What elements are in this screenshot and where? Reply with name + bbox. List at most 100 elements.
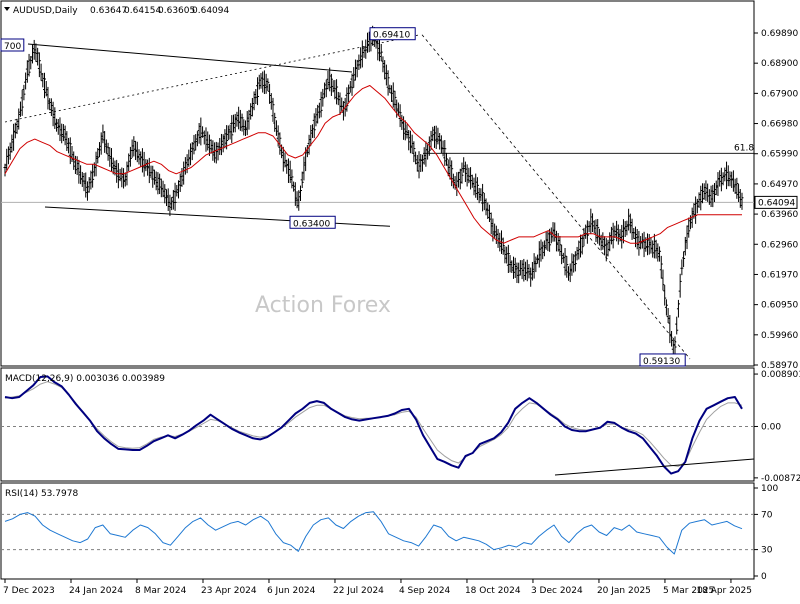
y-axis-layer: 0.69890 0.68900 0.67900 0.66980 0.65990 0.649… [754, 29, 800, 582]
ohlc-bar [266, 78, 270, 92]
ohlc-bar [386, 70, 390, 96]
rsi-title: RSI(14) 53.7978 [5, 489, 78, 499]
ohlc-bar [290, 169, 294, 189]
price-tick-label: 0.66980 [761, 120, 798, 130]
left-edge-price-label: 700 [0, 38, 25, 52]
macd-main-line [4, 375, 743, 475]
watermark: Action Forex [255, 293, 391, 318]
ohlc-bar [329, 73, 333, 96]
ohlc-bar [673, 336, 677, 356]
ohlc-bar [128, 146, 132, 167]
price-tick-label: 0.60950 [761, 301, 798, 311]
resistance-line [27, 43, 353, 73]
ohlc-bar [398, 104, 402, 128]
ohlc-bar [240, 113, 244, 132]
open-value: 0.63647 [90, 6, 127, 16]
price-tick-label: 0.67900 [761, 89, 798, 99]
macd-tick-label: 0.00 [761, 422, 781, 432]
ohlc-bar [596, 218, 600, 244]
ohlc-bar [680, 259, 684, 276]
ohlc-bar [347, 84, 351, 103]
rsi-tick-label: 30 [761, 546, 773, 556]
ohlc-bar [678, 273, 682, 298]
ohlc-bar [675, 316, 679, 335]
ohlc-bar [256, 77, 260, 106]
moving-average-line [4, 85, 742, 244]
ohlc-bar [91, 164, 95, 188]
rsi-panel-frame [0, 482, 755, 580]
rsi-tick-label: 100 [761, 484, 778, 494]
ohlc-bar [298, 185, 302, 202]
ohlc-bar [312, 113, 316, 139]
date-tick-label: 4 Sep 2024 [399, 586, 451, 596]
rising-trend-line [4, 34, 421, 123]
macd-tick-label: -0.008729 [761, 474, 800, 484]
ohlc-bar [20, 89, 24, 116]
ohlc-bar [37, 52, 41, 78]
ohlc-bar [22, 84, 26, 101]
fib-label: 61.8 [734, 143, 754, 153]
ohlc-bar [173, 182, 177, 211]
ohlc-bar [43, 72, 47, 99]
ohlc-bar [273, 112, 277, 132]
current-price-tag: 0.64094 [754, 195, 798, 209]
ohlc-bar [658, 246, 662, 262]
macd-divergence-line [554, 458, 755, 476]
date-tick-label: 20 Jan 2025 [597, 586, 651, 596]
price-tick-label: 0.59960 [761, 331, 798, 341]
date-tick-label: 3 Dec 2024 [531, 586, 583, 596]
price-tick-label: 0.69890 [761, 29, 798, 39]
price-tick-label: 0.62960 [761, 240, 798, 250]
ohlc-bar [661, 269, 665, 291]
ohlc-bar [580, 234, 584, 255]
ohlc-bar [379, 43, 383, 62]
triangle-down-icon[interactable] [4, 7, 10, 11]
price-tick-label: 0.63960 [761, 210, 798, 220]
x-axis-layer: 7 Dec 2023 24 Jan 2024 8 Mar 2024 23 Apr 20… [3, 579, 752, 596]
ohlc-bar [445, 152, 449, 166]
price-tick-label: 0.64970 [761, 180, 798, 190]
ohlc-bar [96, 147, 100, 164]
high-price-label: 0.69410 [369, 27, 416, 41]
ohlc-bar [676, 299, 680, 318]
ohlc-bar [225, 125, 229, 150]
current-price-tag-text: 0.64094 [758, 198, 795, 208]
macd-panel-frame [0, 367, 755, 482]
date-tick-label: 23 Apr 2024 [201, 586, 257, 596]
ohlc-bar [335, 79, 339, 105]
ohlc-bar [345, 87, 349, 112]
low-price-label-text: 0.59130 [643, 357, 680, 367]
ohlc-bar [412, 141, 416, 163]
date-tick-label: 18 Apr 2025 [696, 586, 752, 596]
macd-tick-label: 0.008901 [761, 370, 800, 380]
ohlc-bar [573, 251, 577, 272]
ohlc-bar [611, 222, 615, 249]
symbol-label: AUDUSD,Daily [13, 6, 78, 16]
ohlc-bar [278, 132, 282, 155]
ohlc-bar [659, 255, 663, 279]
price-layer: 0.69410 0.59130 0.63400 700 61.8 [0, 25, 754, 367]
date-tick-label: 7 Dec 2023 [3, 586, 55, 596]
ohlc-bar [534, 256, 538, 273]
ohlc-bar [548, 228, 552, 252]
ohlc-bar [27, 53, 31, 77]
high-value: 0.64154 [124, 6, 161, 16]
close-value: 0.64094 [192, 6, 229, 16]
ohlc-bar [687, 217, 691, 238]
date-tick-label: 8 Mar 2024 [135, 586, 187, 596]
date-tick-label: 22 Jul 2024 [333, 586, 384, 596]
date-tick-label: 6 Jun 2024 [267, 586, 316, 596]
ohlc-bar [481, 183, 485, 212]
low-value: 0.63605 [158, 6, 195, 16]
high-price-label-text: 0.69410 [373, 31, 410, 41]
ohlc-bar [735, 177, 739, 199]
falling-trend-line [421, 34, 691, 360]
ohlc-bar [664, 299, 668, 316]
date-tick-label: 5 Mar 2025 [663, 586, 714, 596]
ohlc-bar [68, 137, 72, 165]
ohlc-bar [565, 255, 569, 278]
ohlc-bar [230, 115, 234, 143]
ohlc-bar [663, 285, 667, 306]
support-price-label-text: 0.63400 [293, 219, 330, 229]
rsi-line [4, 511, 743, 555]
